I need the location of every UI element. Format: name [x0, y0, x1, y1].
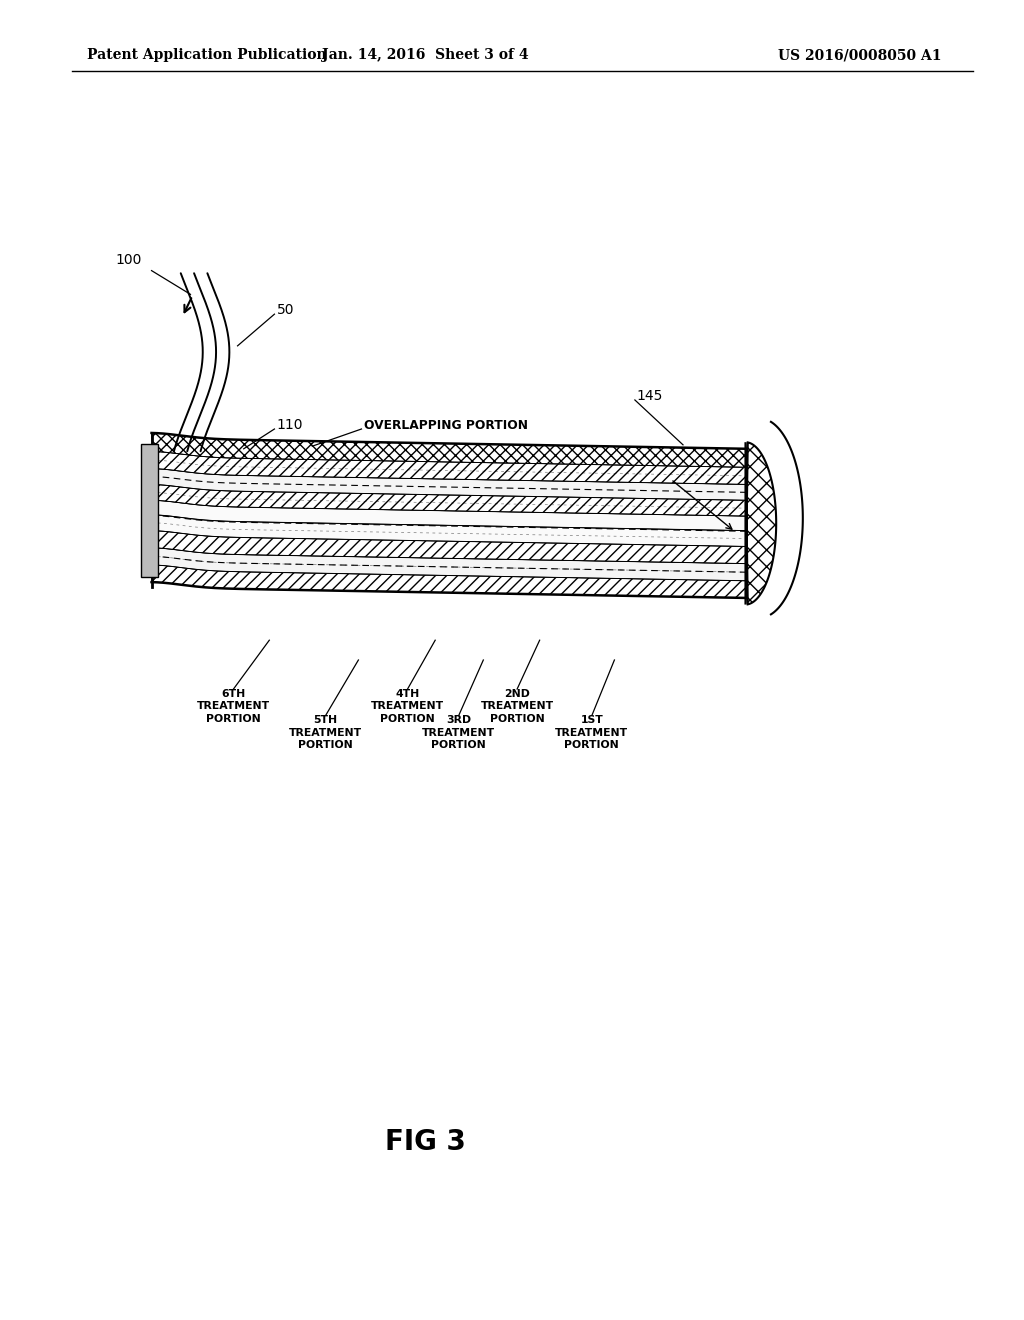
Text: Jan. 14, 2016  Sheet 3 of 4: Jan. 14, 2016 Sheet 3 of 4 [322, 49, 528, 62]
Polygon shape [152, 565, 748, 598]
Text: US 2016/0008050 A1: US 2016/0008050 A1 [778, 49, 942, 62]
Polygon shape [152, 433, 748, 467]
Polygon shape [152, 531, 748, 564]
Text: 6TH
TREATMENT
PORTION: 6TH TREATMENT PORTION [197, 689, 270, 723]
Text: 3RD
TREATMENT
PORTION: 3RD TREATMENT PORTION [422, 715, 496, 750]
Polygon shape [152, 548, 748, 581]
Polygon shape [152, 451, 748, 484]
Polygon shape [152, 515, 748, 546]
Text: 110: 110 [276, 418, 303, 432]
Text: 1ST
TREATMENT
PORTION: 1ST TREATMENT PORTION [555, 715, 629, 750]
Text: Patent Application Publication: Patent Application Publication [87, 49, 327, 62]
Text: FIG 3: FIG 3 [385, 1127, 465, 1156]
Polygon shape [152, 484, 748, 516]
Polygon shape [152, 500, 748, 531]
Text: 140: 140 [669, 471, 695, 484]
Text: 2ND
TREATMENT
PORTION: 2ND TREATMENT PORTION [480, 689, 554, 723]
Text: 145: 145 [637, 389, 664, 403]
Text: 100: 100 [116, 253, 142, 267]
Text: OVERLAPPING PORTION: OVERLAPPING PORTION [364, 418, 527, 432]
Text: 5TH
TREATMENT
PORTION: 5TH TREATMENT PORTION [289, 715, 362, 750]
Text: 50: 50 [276, 304, 294, 317]
Polygon shape [152, 469, 748, 500]
Bar [141, 444, 158, 577]
Polygon shape [745, 442, 776, 605]
Text: 4TH
TREATMENT
PORTION: 4TH TREATMENT PORTION [371, 689, 444, 723]
